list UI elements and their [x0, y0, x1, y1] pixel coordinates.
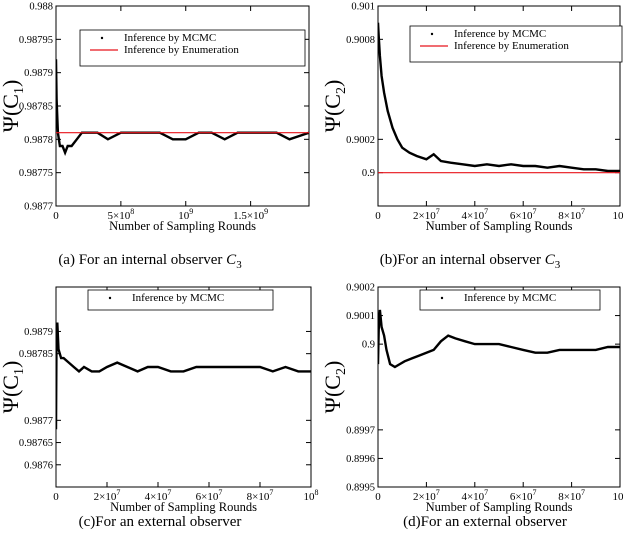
legend-box	[79, 29, 306, 67]
y-tick-label: 0.98775	[19, 168, 53, 179]
y-axis-label: Ψ(C1)	[0, 80, 27, 133]
x-tick-label: 6×107	[510, 488, 537, 503]
chart-panel-a: 0.9877 0.98775 0.9878 0.98785 0.9879 0.98795 0…	[0, 2, 310, 233]
legend-label: Inference by MCMC	[454, 28, 546, 40]
y-tick-label: 0.9876	[24, 460, 53, 471]
legend-box	[409, 25, 623, 63]
x-tick-label: 6×107	[196, 488, 223, 503]
plot-frame	[377, 286, 621, 488]
legend-marker-dot	[440, 296, 444, 300]
x-tick-label: 108	[304, 488, 319, 503]
legend-box	[87, 289, 274, 311]
y-tick-label: 0.9008	[346, 35, 375, 46]
legend-label: Inference by MCMC	[132, 292, 224, 304]
y-tick-label: 0.9877	[24, 416, 53, 427]
legend-label: Inference by MCMC	[124, 32, 216, 44]
y-tick-label: 0.901	[351, 2, 375, 13]
legend-label: Inference by Enumeration	[124, 44, 239, 56]
y-tick-label: 0.98785	[19, 349, 53, 360]
y-tick-label: 0.9001	[346, 311, 375, 322]
plot-frame	[377, 5, 621, 207]
y-tick-label: 0.9002	[346, 135, 375, 146]
y-tick-label: 0.9002	[346, 283, 375, 294]
y-tick-label: 0.8997	[346, 425, 375, 436]
x-axis-label: Number of Sampling Rounds	[109, 219, 256, 233]
x-tick-label: 8×107	[558, 207, 585, 222]
y-tick-label: 0.98765	[19, 438, 53, 449]
x-tick-label: 8×107	[247, 488, 274, 503]
x-axis-label: Number of Sampling Rounds	[426, 500, 573, 514]
y-axis-label: Ψ(C1)	[0, 361, 27, 414]
x-tick-label: 6×107	[510, 207, 537, 222]
series-mcmc-trace	[56, 59, 309, 157]
x-tick-label: 0	[53, 491, 59, 503]
x-tick-label: 2×107	[94, 488, 121, 503]
x-tick-label: 108	[613, 207, 623, 222]
x-tick-label: 4×107	[461, 488, 488, 503]
y-tick-label: 0.9879	[24, 68, 53, 79]
y-tick-label: 0.988	[29, 2, 53, 13]
y-tick-label: 0.98795	[19, 35, 53, 46]
x-tick-label: 8×107	[558, 488, 585, 503]
series-mcmc-trace	[378, 22, 620, 173]
y-tick-label: 0.98785	[19, 102, 53, 113]
legend-label: Inference by Enumeration	[454, 40, 569, 52]
chart-panel-b: 0.9 0.9002 0.9008 0.901 0 2×107 4×107 6×107 8×10…	[320, 2, 623, 234]
x-axis-label: Number of Sampling Rounds	[110, 500, 257, 514]
x-tick-label: 2×107	[413, 488, 440, 503]
y-tick-label: 0.8996	[346, 454, 375, 465]
legend-marker-dot	[100, 36, 104, 40]
y-tick-label: 0.9879	[24, 327, 53, 338]
x-tick-label: 1.5×109	[233, 207, 268, 222]
legend-marker-dot	[108, 296, 112, 300]
x-tick-label: 4×107	[461, 207, 488, 222]
y-axis-label: Ψ(C2)	[320, 80, 349, 133]
legend-marker-dot	[430, 32, 434, 36]
x-tick-label: 108	[613, 488, 623, 503]
chart-panel-d: 0.8995 0.8996 0.8997 0.9 0.9001 0.9002 0 2×107 4…	[320, 283, 623, 515]
y-tick-label: 0.9878	[24, 135, 53, 146]
legend-label: Inference by MCMC	[464, 292, 556, 304]
y-axis-label: Ψ(C2)	[320, 361, 349, 414]
series-mcmc-trace	[378, 309, 620, 369]
x-axis-label: Number of Sampling Rounds	[426, 219, 573, 233]
series-mcmc-trace	[56, 322, 311, 430]
x-tick-label: 4×107	[145, 488, 172, 503]
x-tick-label: 5×108	[108, 207, 135, 222]
chart-panel-c: 0.9876 0.98765 0.9877 0.98785 0.9879 0 2×107 4×…	[0, 286, 319, 514]
legend-box	[419, 289, 601, 311]
plot-frame	[55, 286, 312, 488]
y-tick-label: 0.9	[362, 340, 375, 351]
x-tick-label: 0	[375, 210, 381, 222]
y-tick-label: 0.9	[362, 168, 375, 179]
x-tick-label: 109	[178, 207, 193, 222]
y-tick-label: 0.9877	[24, 202, 53, 213]
x-tick-label: 2×107	[413, 207, 440, 222]
y-tick-label: 0.8995	[346, 483, 375, 494]
x-tick-label: 0	[53, 210, 59, 222]
x-tick-label: 0	[375, 491, 381, 503]
